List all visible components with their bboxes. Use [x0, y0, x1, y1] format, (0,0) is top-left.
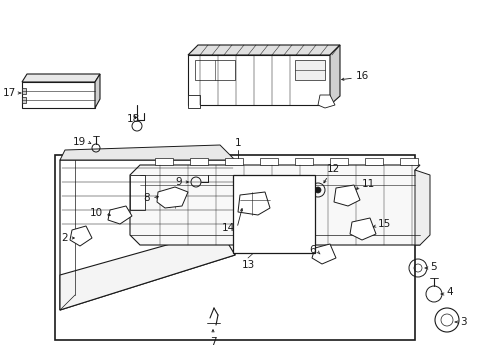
- Polygon shape: [130, 165, 419, 245]
- Polygon shape: [108, 206, 132, 224]
- Text: 17: 17: [3, 88, 16, 98]
- Text: 3: 3: [459, 317, 466, 327]
- Bar: [195, 60, 235, 80]
- Text: 12: 12: [326, 164, 340, 174]
- Text: 11: 11: [361, 179, 374, 189]
- Polygon shape: [294, 158, 312, 165]
- Polygon shape: [349, 218, 375, 240]
- Polygon shape: [22, 74, 100, 82]
- Text: 15: 15: [377, 219, 390, 229]
- Polygon shape: [130, 175, 145, 210]
- Polygon shape: [187, 95, 200, 108]
- Polygon shape: [317, 95, 334, 108]
- Polygon shape: [60, 145, 235, 160]
- Polygon shape: [22, 88, 26, 94]
- Polygon shape: [157, 187, 187, 208]
- Text: 4: 4: [445, 287, 452, 297]
- Text: 9: 9: [175, 177, 182, 187]
- Text: 7: 7: [209, 337, 216, 347]
- Text: 14: 14: [221, 223, 235, 233]
- Polygon shape: [224, 158, 243, 165]
- Bar: [294, 60, 325, 80]
- Polygon shape: [187, 45, 339, 55]
- Polygon shape: [60, 230, 235, 310]
- Polygon shape: [329, 45, 339, 105]
- Text: 10: 10: [90, 208, 103, 218]
- Polygon shape: [22, 97, 26, 103]
- Polygon shape: [333, 185, 359, 206]
- Polygon shape: [260, 158, 278, 165]
- Text: 5: 5: [429, 262, 436, 272]
- Text: 2: 2: [61, 233, 68, 243]
- Polygon shape: [60, 160, 235, 310]
- Polygon shape: [187, 55, 329, 105]
- Polygon shape: [155, 158, 173, 165]
- Text: 13: 13: [241, 260, 254, 270]
- Bar: [55, 155, 414, 340]
- Polygon shape: [238, 192, 269, 215]
- Text: 8: 8: [143, 193, 150, 203]
- Polygon shape: [399, 158, 417, 165]
- Polygon shape: [414, 170, 429, 245]
- Text: 16: 16: [355, 71, 368, 81]
- Polygon shape: [95, 74, 100, 108]
- Text: 1: 1: [234, 138, 241, 148]
- Circle shape: [314, 187, 320, 193]
- Polygon shape: [329, 158, 347, 165]
- Polygon shape: [70, 226, 92, 246]
- Polygon shape: [22, 82, 95, 108]
- Text: 6: 6: [309, 245, 315, 255]
- Bar: [232, 175, 314, 253]
- Text: 19: 19: [73, 137, 86, 147]
- Polygon shape: [311, 244, 335, 264]
- Polygon shape: [364, 158, 382, 165]
- Polygon shape: [190, 158, 207, 165]
- Text: 18: 18: [126, 114, 140, 124]
